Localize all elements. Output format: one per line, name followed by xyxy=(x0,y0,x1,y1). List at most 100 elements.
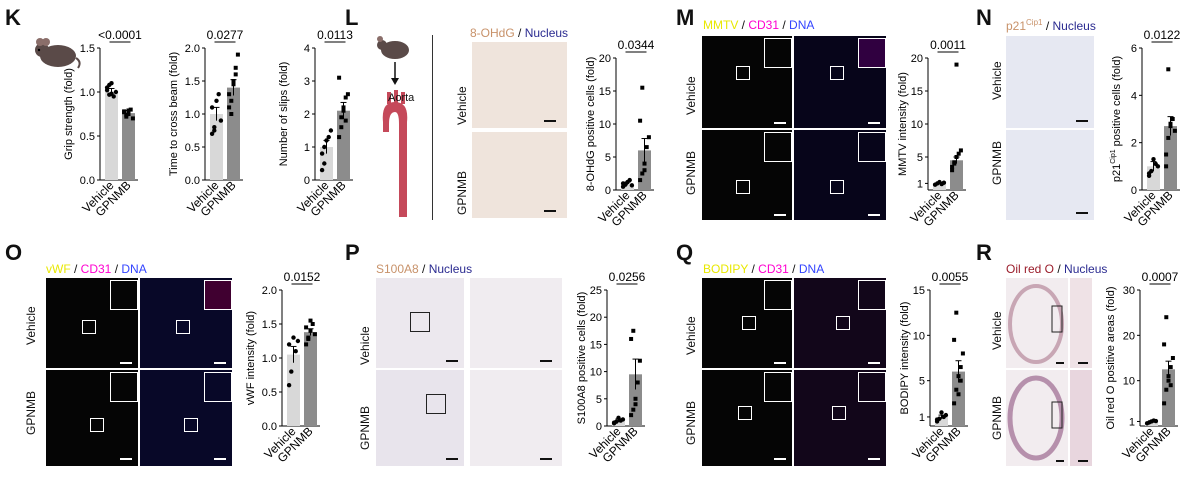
data-point xyxy=(214,98,219,104)
data-point xyxy=(227,92,232,97)
data-point xyxy=(633,396,638,401)
roi-box xyxy=(832,406,846,420)
data-point xyxy=(939,410,944,415)
data-point xyxy=(1153,418,1159,424)
scale-bar xyxy=(868,362,880,364)
data-point xyxy=(1146,171,1152,176)
y-tick-label: 10 xyxy=(1123,376,1135,388)
roi-box xyxy=(836,316,850,330)
y-tick-label: 10 xyxy=(911,119,923,131)
roi-box xyxy=(184,418,198,432)
y-axis-label: Number of slips (fold) xyxy=(278,62,290,167)
data-point xyxy=(231,79,236,83)
zoom-inset xyxy=(110,280,138,310)
micrograph-bodipy-vehicle xyxy=(702,278,792,368)
data-point xyxy=(130,116,135,121)
data-point xyxy=(229,98,234,103)
y-tick-label: 0.5 xyxy=(80,131,95,143)
data-point xyxy=(212,125,217,130)
scale-bar xyxy=(540,360,552,362)
data-point xyxy=(954,155,959,159)
data-point xyxy=(620,417,626,422)
y-tick-label: 0.5 xyxy=(262,387,277,399)
y-tick-label: 1.0 xyxy=(185,109,200,121)
micrograph-p21-gpnmb xyxy=(1006,130,1094,220)
data-point xyxy=(640,85,645,90)
roi-box xyxy=(742,316,756,330)
y-axis-label: Time to cross beam (fold) xyxy=(168,52,180,176)
zoom-inset xyxy=(764,132,792,162)
micrograph-s100a8-vehicle-zoom xyxy=(470,278,562,368)
micrograph-merge-vehicle xyxy=(140,278,232,368)
y-tick-label: 30 xyxy=(1123,285,1135,297)
scale-bar xyxy=(1056,362,1064,364)
data-point xyxy=(1164,152,1169,157)
data-point xyxy=(231,82,236,87)
y-tick-label: 15 xyxy=(590,339,602,351)
data-point xyxy=(629,413,634,418)
data-point xyxy=(956,374,961,379)
data-point xyxy=(1164,164,1169,169)
p-value: 0.0122 xyxy=(1144,28,1181,42)
data-point xyxy=(1172,128,1177,133)
data-point xyxy=(229,112,234,116)
y-tick-label: 20 xyxy=(911,53,923,65)
data-point xyxy=(638,118,643,123)
data-point xyxy=(611,420,617,425)
scale-bar xyxy=(868,458,880,460)
data-point xyxy=(1168,124,1173,129)
data-point xyxy=(950,164,955,169)
y-axis-label: vWF intensity (fold) xyxy=(245,311,257,405)
row-label-vehicle: Vehicle xyxy=(990,61,1004,100)
bar-vehicle xyxy=(933,183,946,190)
stain-label-o: vWF / CD31 / DNA xyxy=(46,262,147,276)
bar-vehicle xyxy=(210,114,223,180)
data-point xyxy=(1170,117,1175,121)
data-point xyxy=(308,328,313,333)
y-tick-label: 6 xyxy=(1131,43,1137,55)
p-value: <0.0001 xyxy=(98,28,142,42)
micrograph-s100a8-gpnmb-zoom xyxy=(470,370,562,466)
row-label-gpnmb: GPNMB xyxy=(358,405,372,450)
data-point xyxy=(337,135,342,140)
data-point xyxy=(956,392,961,397)
panel-letter-r: R xyxy=(976,240,992,265)
data-point xyxy=(218,118,224,123)
row-label-gpnmb: GPNMB xyxy=(455,170,469,215)
chart-oilredo: 1 10 20 30 Oil red O positive areas (fold) 0.… xyxy=(1105,270,1179,465)
data-point xyxy=(631,407,636,412)
bar-vehicle xyxy=(287,354,300,426)
scale-bar xyxy=(544,210,556,212)
micrograph-oilredo-vehicle-zoom xyxy=(1070,278,1092,368)
zoom-inset xyxy=(858,372,886,402)
panel-letter-o: O xyxy=(5,240,23,265)
data-point xyxy=(640,171,645,176)
panel-letter-m: M xyxy=(676,5,695,30)
data-point xyxy=(286,342,292,347)
data-point xyxy=(304,342,309,347)
data-point xyxy=(341,105,346,110)
data-point xyxy=(642,161,647,166)
bar-gpnmb xyxy=(337,110,350,180)
bar-vehicle xyxy=(612,420,625,426)
scale-bar xyxy=(214,458,226,460)
data-point xyxy=(126,108,131,113)
y-axis-label: Oil red O positive areas (fold) xyxy=(1105,286,1117,429)
zoom-inset xyxy=(110,372,138,402)
data-point xyxy=(1162,342,1167,347)
data-point xyxy=(954,310,959,315)
data-point xyxy=(286,383,292,388)
y-tick-label: 2 xyxy=(304,109,310,121)
y-tick-label: 20 xyxy=(590,312,602,324)
zoom-inset xyxy=(764,38,792,68)
bar-vehicle xyxy=(935,416,948,426)
data-point xyxy=(293,349,298,354)
data-point xyxy=(304,325,309,330)
data-point xyxy=(620,181,626,186)
data-point xyxy=(1155,164,1161,169)
scale-bar xyxy=(544,120,556,122)
row-label-gpnmb: GPNMB xyxy=(990,395,1004,440)
